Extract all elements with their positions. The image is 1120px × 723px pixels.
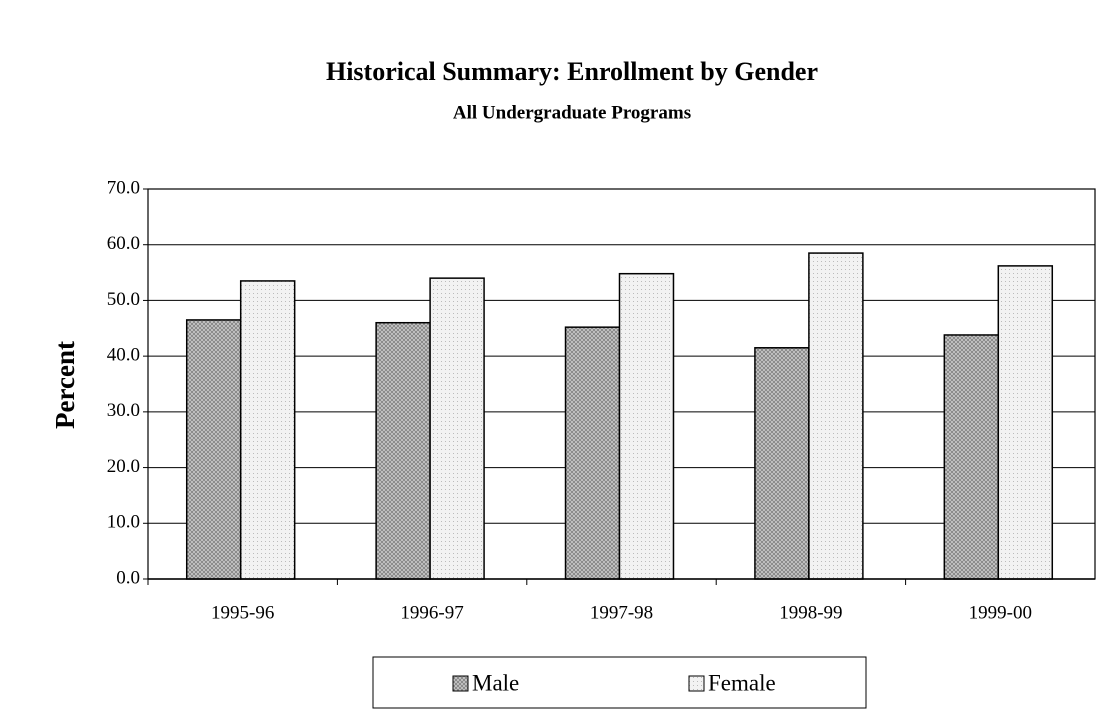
legend-swatch — [688, 675, 705, 692]
chart-title: Historical Summary: Enrollment by Gender — [326, 57, 818, 86]
y-tick-label: 10.0 — [107, 512, 140, 533]
y-tick-label: 70.0 — [107, 177, 140, 198]
bar — [943, 334, 1000, 580]
legend-swatch — [452, 675, 469, 692]
bar — [618, 272, 675, 580]
bar — [375, 321, 431, 580]
y-tick-label: 40.0 — [107, 345, 140, 366]
y-tick-label: 60.0 — [107, 233, 140, 254]
bar — [239, 280, 296, 580]
x-tick-label: 1999-00 — [969, 602, 1032, 623]
bar — [564, 326, 621, 580]
bar — [754, 347, 810, 580]
y-tick-label: 0.0 — [116, 567, 140, 588]
x-tick-label: 1995-96 — [211, 602, 274, 623]
y-tick-label: 50.0 — [107, 289, 140, 310]
x-tick-label: 1996-97 — [400, 602, 463, 623]
x-tick-label: 1998-99 — [779, 602, 842, 623]
legend-label: Female — [708, 670, 776, 695]
bar — [808, 252, 864, 580]
y-tick-label: 30.0 — [107, 400, 140, 421]
legend-box — [372, 656, 867, 709]
chart-subtitle: All Undergraduate Programs — [453, 102, 691, 123]
legend-label: Male — [472, 670, 519, 695]
bar — [997, 265, 1054, 580]
bar — [185, 319, 242, 580]
x-tick-label: 1997-98 — [590, 602, 653, 623]
y-tick-label: 20.0 — [107, 456, 140, 477]
y-axis-label: Percent — [50, 341, 80, 429]
bar — [429, 277, 485, 580]
